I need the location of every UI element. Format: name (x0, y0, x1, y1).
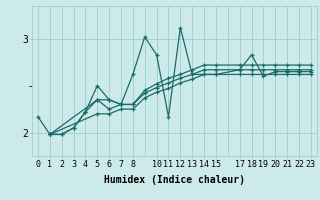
X-axis label: Humidex (Indice chaleur): Humidex (Indice chaleur) (104, 175, 245, 185)
